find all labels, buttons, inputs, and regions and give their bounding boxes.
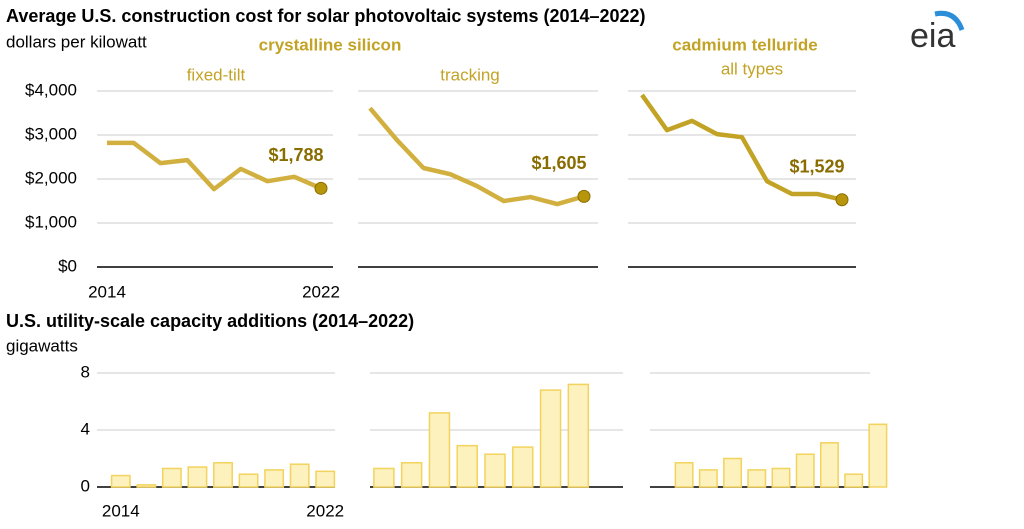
bar xyxy=(238,473,259,488)
x-tick-label: 2022 xyxy=(306,501,344,520)
bar xyxy=(539,389,562,488)
bar xyxy=(428,412,451,488)
x-tick-label: 2014 xyxy=(102,501,140,520)
group-label: crystalline silicon xyxy=(259,35,402,54)
bar xyxy=(484,453,506,488)
bar xyxy=(795,453,815,488)
logo: eia xyxy=(910,10,965,55)
y-tick-label: 0 xyxy=(81,476,90,495)
end-marker xyxy=(314,181,328,195)
bar xyxy=(213,462,233,488)
bar-subtitle: gigawatts xyxy=(6,336,78,355)
value-label: $1,605 xyxy=(531,153,586,173)
bar xyxy=(844,473,864,488)
y-tick-label: 4 xyxy=(81,419,90,438)
bar xyxy=(136,484,157,488)
bar xyxy=(456,444,478,488)
bar xyxy=(373,467,395,488)
bar xyxy=(289,463,310,488)
y-tick-label: $0 xyxy=(58,256,77,275)
bar xyxy=(868,423,888,488)
bar xyxy=(187,466,208,488)
bar-title: U.S. utility-scale capacity additions (2… xyxy=(6,311,414,331)
bar xyxy=(674,462,694,488)
bar xyxy=(512,446,534,488)
bar xyxy=(747,469,767,488)
bar xyxy=(400,462,423,488)
y-tick-label: $4,000 xyxy=(25,80,77,99)
panel-label: fixed-tilt xyxy=(187,65,246,84)
logo-text: eia xyxy=(910,17,955,55)
bar xyxy=(723,457,743,488)
y-tick-label: $2,000 xyxy=(25,168,77,187)
bar xyxy=(567,383,590,488)
panel-label: all types xyxy=(721,59,783,78)
logo-swoosh xyxy=(934,10,965,31)
panel-label: tracking xyxy=(440,65,500,84)
bar xyxy=(315,470,336,488)
y-tick-label: $1,000 xyxy=(25,212,77,231)
bar xyxy=(771,467,791,488)
end-marker xyxy=(577,189,591,203)
line xyxy=(368,106,585,207)
group-label: cadmium telluride xyxy=(672,35,817,54)
value-label: $1,788 xyxy=(268,145,323,165)
line xyxy=(640,93,843,202)
end-marker xyxy=(835,193,849,207)
y-tick-label: $3,000 xyxy=(25,124,77,143)
bar xyxy=(698,469,718,488)
bar xyxy=(161,467,182,488)
x-tick-label: 2022 xyxy=(302,282,340,301)
subtitle: dollars per kilowatt xyxy=(6,32,147,51)
title: Average U.S. construction cost for solar… xyxy=(6,6,646,26)
x-tick-label: 2014 xyxy=(88,282,126,301)
bar xyxy=(819,442,839,488)
bar xyxy=(264,469,285,488)
y-tick-label: 8 xyxy=(81,362,90,381)
line xyxy=(107,140,322,192)
value-label: $1,529 xyxy=(789,156,844,176)
bar xyxy=(110,474,131,488)
